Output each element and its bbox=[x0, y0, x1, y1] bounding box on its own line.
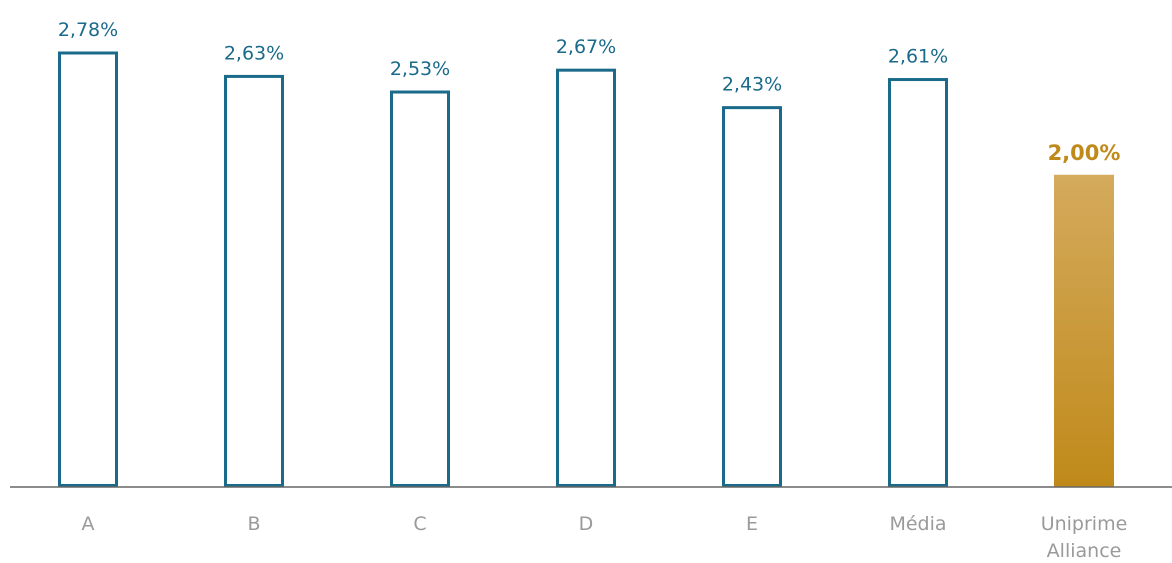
value-label-0: 2,78% bbox=[58, 19, 118, 41]
value-label-3: 2,67% bbox=[556, 36, 616, 58]
category-label-line: Média bbox=[889, 513, 946, 535]
category-label-0: A bbox=[82, 513, 95, 535]
category-label-line: D bbox=[579, 513, 594, 535]
category-label-line: A bbox=[82, 513, 95, 535]
bar-2 bbox=[390, 90, 450, 487]
category-label-6: Uniprime Alliance bbox=[1041, 513, 1128, 562]
category-label-line: C bbox=[413, 513, 426, 535]
category-label-2: C bbox=[413, 513, 426, 535]
bars-layer bbox=[58, 51, 1114, 488]
bar-3 bbox=[556, 68, 616, 487]
category-label-5: Média bbox=[889, 513, 946, 535]
category-label-1: B bbox=[247, 513, 260, 535]
value-label-2: 2,53% bbox=[390, 58, 450, 80]
value-label-1: 2,63% bbox=[224, 42, 284, 64]
category-label-line: E bbox=[746, 513, 758, 535]
bar-5 bbox=[888, 78, 948, 487]
bar-6 bbox=[1054, 174, 1114, 488]
category-labels-layer: A B C D E Média Uniprime Alliance bbox=[82, 513, 1128, 562]
bar-0 bbox=[58, 51, 118, 487]
category-label-line: Uniprime bbox=[1041, 513, 1128, 535]
category-label-line: Alliance bbox=[1047, 540, 1122, 562]
bar-1 bbox=[224, 74, 284, 487]
category-label-3: D bbox=[579, 513, 594, 535]
value-labels-layer: 2,78% 2,63% 2,53% 2,67% 2,43% 2,61% 2,00% bbox=[58, 19, 1121, 165]
category-label-line: B bbox=[247, 513, 260, 535]
value-label-6: 2,00% bbox=[1048, 141, 1121, 165]
value-label-4: 2,43% bbox=[722, 74, 782, 96]
bar-4 bbox=[722, 106, 782, 487]
category-label-4: E bbox=[746, 513, 758, 535]
value-label-5: 2,61% bbox=[888, 46, 948, 68]
